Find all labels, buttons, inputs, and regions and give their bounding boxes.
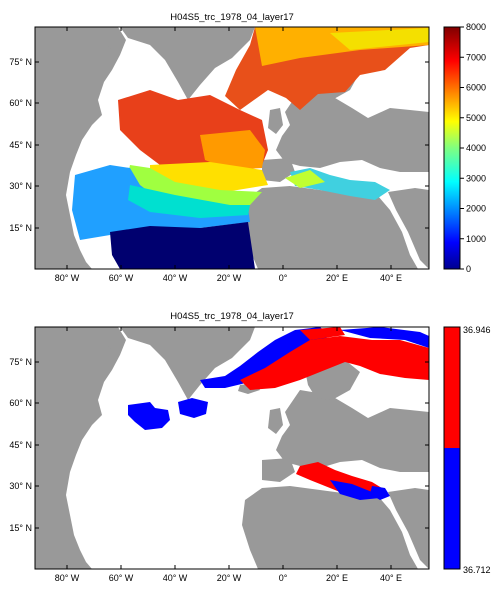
chart-2-x-ticks: 80° W 60° W 40° W 20° W 0° 20° E 40° E (55, 327, 402, 583)
chart-1-middle-east (388, 188, 429, 269)
chart-1-greenland (120, 27, 255, 100)
chart-1-britain (268, 108, 283, 134)
chart-1-north-america (35, 27, 126, 269)
chart-2-iberia (262, 458, 295, 482)
chart-2-title: H04S5_trc_1978_04_layer17 (170, 311, 294, 322)
chart-1-axes-frame (34, 26, 430, 270)
chart-1-title: H04S5_trc_1978_04_layer17 (170, 12, 294, 23)
chart-2-map (35, 327, 429, 569)
colorbar-tick-label: 5000 (466, 113, 486, 123)
chart-2-colorbar-max-label: 36.946 (463, 325, 491, 335)
x-tick-label: 80° W (55, 573, 80, 583)
chart-2-colorbar-high (444, 327, 460, 448)
colorbar-tick-label: 7000 (466, 52, 486, 62)
chart-1-map (35, 27, 429, 269)
colorbar-tick-label: 2000 (466, 204, 486, 214)
chart-2-colorbar-low (444, 448, 460, 569)
x-tick-label: 80° W (55, 273, 80, 283)
y-tick-label: 15° N (9, 223, 32, 233)
x-tick-label: 40° W (163, 273, 188, 283)
chart-1-europe (276, 90, 429, 172)
chart-2-region-med-blue (330, 480, 380, 500)
x-tick-label: 40° E (380, 573, 402, 583)
colorbar-tick-label: 0 (466, 264, 471, 274)
chart-2-region-arctic-blue (340, 327, 429, 348)
chart-2-region-barents-red (300, 327, 345, 340)
y-tick-label: 60° N (9, 98, 32, 108)
chart-2-region-nordic-red (240, 336, 429, 390)
y-tick-label: 75° N (9, 57, 32, 67)
y-tick-label: 30° N (9, 181, 32, 191)
x-tick-label: 0° (279, 573, 288, 583)
x-tick-label: 20° E (326, 273, 348, 283)
x-tick-label: 60° W (109, 573, 134, 583)
colorbar-tick-label: 1000 (466, 234, 486, 244)
y-tick-label: 30° N (9, 481, 32, 491)
chart-2-axes-frame (34, 326, 430, 570)
chart-1-colorbar-ticks: 0 1000 2000 3000 4000 5000 6000 7000 8000 (460, 22, 486, 274)
chart-1-iberia (262, 158, 295, 182)
colorbar-tick-label: 8000 (466, 22, 486, 32)
x-tick-label: 60° W (109, 273, 134, 283)
colorbar-tick-label: 6000 (466, 83, 486, 93)
chart-2-colorbar-min-label: 36.712 (463, 565, 491, 575)
chart-2-europe (276, 390, 429, 472)
chart-1-africa (242, 186, 418, 269)
x-tick-label: 40° E (380, 273, 402, 283)
x-tick-label: 20° E (326, 573, 348, 583)
y-tick-label: 75° N (9, 357, 32, 367)
y-tick-label: 45° N (9, 140, 32, 150)
y-tick-label: 45° N (9, 440, 32, 450)
chart-2-y-ticks: 75° N 60° N 45° N 30° N 15° N (9, 357, 429, 533)
chart-1-region-med-west (285, 170, 325, 188)
chart-2-region-nordic-blue (200, 327, 330, 388)
x-tick-label: 20° W (217, 273, 242, 283)
chart-2-north-america (35, 327, 126, 569)
chart-2-land (35, 327, 429, 569)
chart-2-colorbar (443, 326, 461, 570)
chart-2-region-med-east-blue (370, 486, 390, 500)
chart-2-greenland (120, 327, 255, 400)
chart-2-arctic-islands (60, 327, 114, 358)
chart-1-region-subtropics-cyan (128, 185, 250, 218)
chart-1-y-ticks: 75° N 60° N 45° N 30° N 15° N (9, 57, 429, 233)
x-tick-label: 20° W (217, 573, 242, 583)
colorbar-tick-label: 4000 (466, 143, 486, 153)
chart-1-data-regions (72, 27, 429, 269)
x-tick-label: 0° (279, 273, 288, 283)
chart-1-x-ticks: 80° W 60° W 40° W 20° W 0° 20° E 40° E (55, 27, 402, 283)
chart-1-region-subpolar-east (200, 130, 265, 170)
x-tick-label: 40° W (163, 573, 188, 583)
y-tick-label: 15° N (9, 523, 32, 533)
chart-2-africa (242, 486, 418, 569)
chart-2-region-labrador-blue (128, 402, 170, 430)
chart-2-region-irminger-blue (178, 398, 208, 418)
chart-2-middle-east (388, 488, 429, 569)
chart-1-arctic-islands (60, 27, 114, 58)
y-tick-label: 60° N (9, 398, 32, 408)
chart-2-data-regions (128, 327, 429, 500)
chart-2-colorbar-frame (443, 326, 461, 570)
chart-1-region-tropics (110, 222, 255, 269)
chart-2-britain (268, 408, 283, 434)
chart-1-colorbar (443, 26, 461, 270)
chart-1-region-nordic-far (330, 28, 429, 50)
colorbar-tick-label: 3000 (466, 173, 486, 183)
